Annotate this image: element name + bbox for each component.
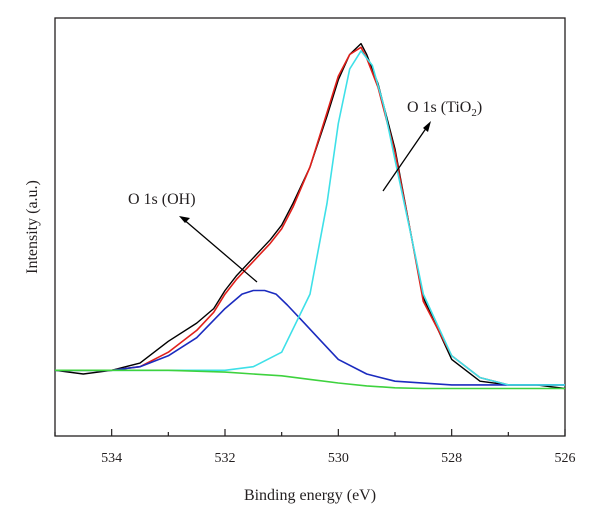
x-tick-label: 526 — [555, 451, 576, 466]
series-line-4 — [55, 369, 565, 390]
y-axis-title: Intensity (a.u.) — [24, 180, 41, 274]
x-tick-label: 528 — [441, 451, 462, 466]
annotation-tio2-label: O 1s (TiO2) — [407, 99, 482, 119]
annotation-tio2: O 1s (TiO2) — [382, 99, 482, 192]
x-axis-ticks: 534 532 530 528 526 — [54, 429, 576, 466]
plot-frame — [54, 17, 566, 437]
annotation-oh-label: O 1s (OH) — [128, 191, 196, 208]
series-layer — [54, 42, 566, 390]
series-line-2 — [55, 289, 565, 386]
series-line-3 — [55, 50, 565, 386]
annotation-oh-arrow — [181, 217, 258, 283]
annotation-oh-arrowhead — [179, 216, 190, 223]
x-tick-label: 530 — [328, 451, 349, 466]
annotation-oh: O 1s (OH) — [128, 191, 258, 283]
annotation-tio2-arrowhead — [423, 121, 431, 132]
x-tick-label: 532 — [215, 451, 236, 466]
annotation-tio2-arrow — [382, 123, 430, 192]
series-line-1 — [55, 46, 565, 386]
x-axis-title: Binding energy (eV) — [244, 487, 376, 504]
x-tick-label: 534 — [101, 451, 122, 466]
series-line-0 — [54, 42, 566, 390]
